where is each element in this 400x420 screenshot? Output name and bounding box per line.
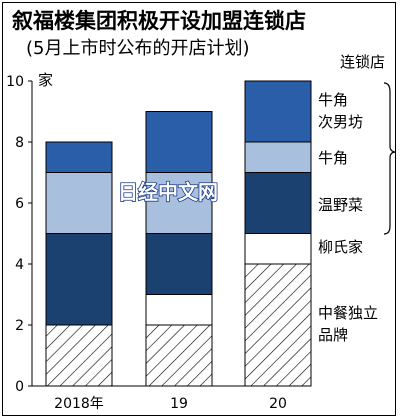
label-liushijia: 柳氏家 [318, 238, 363, 256]
y-axis-unit-label: 家 [38, 71, 53, 89]
bar-segment-1-1 [145, 294, 213, 326]
x-tick-label: 20 [269, 396, 287, 412]
bar-segment-2-4 [244, 80, 312, 143]
x-tick-label: 19 [170, 396, 188, 412]
y-axis-ticks: 0 2 4 6 8 10 [6, 74, 32, 395]
bar-segment-2-2 [244, 172, 312, 234]
bar-segment-0-0 [45, 324, 113, 387]
segment-labels: 牛角 次男坊 牛角 温野菜 柳氏家 中餐独立 品牌 [318, 91, 378, 344]
chart-title: 叙福楼集团积极开设加盟连锁店 [12, 9, 306, 33]
bar-segment-0-3 [45, 172, 113, 234]
label-zhongcan-line2: 品牌 [318, 326, 348, 344]
bar-segment-1-2 [145, 233, 213, 295]
label-niujiao-jinanfang-line1: 牛角 [318, 91, 348, 109]
y-tick-label: 4 [15, 257, 24, 273]
bar-stacks [45, 80, 312, 387]
watermark: 日经中文网 [118, 180, 218, 204]
label-zhongcan-line1: 中餐独立 [318, 304, 378, 322]
bar-segment-1-4 [145, 111, 213, 173]
chain-store-label: 连锁店 [340, 53, 385, 71]
x-axis-ticks: 2018年 19 20 [54, 396, 287, 412]
y-tick-label: 6 [15, 196, 24, 212]
bar-segment-0-4 [45, 141, 113, 173]
y-tick-label: 10 [6, 74, 24, 90]
y-tick-label: 8 [15, 135, 24, 151]
bar-segment-2-0 [244, 263, 312, 387]
y-tick-label: 0 [15, 379, 24, 395]
label-niujiao: 温野菜 [318, 196, 363, 214]
bar-segment-2-3 [244, 141, 312, 173]
y-tick-label: 2 [15, 318, 24, 334]
chain-store-brace [383, 82, 397, 235]
bar-segment-2-1 [244, 233, 312, 265]
bar-segment-1-3 [145, 172, 213, 234]
label-niujiao-jinanfang-line2: 次男坊 [318, 113, 363, 131]
bar-segment-0-2 [45, 233, 113, 326]
x-tick-label: 2018年 [54, 396, 104, 412]
chart-subtitle: (5月上市时公布的开店计划) [26, 38, 250, 59]
bar-segment-1-0 [145, 324, 213, 387]
label-wenyecai: 牛角 [318, 149, 348, 167]
